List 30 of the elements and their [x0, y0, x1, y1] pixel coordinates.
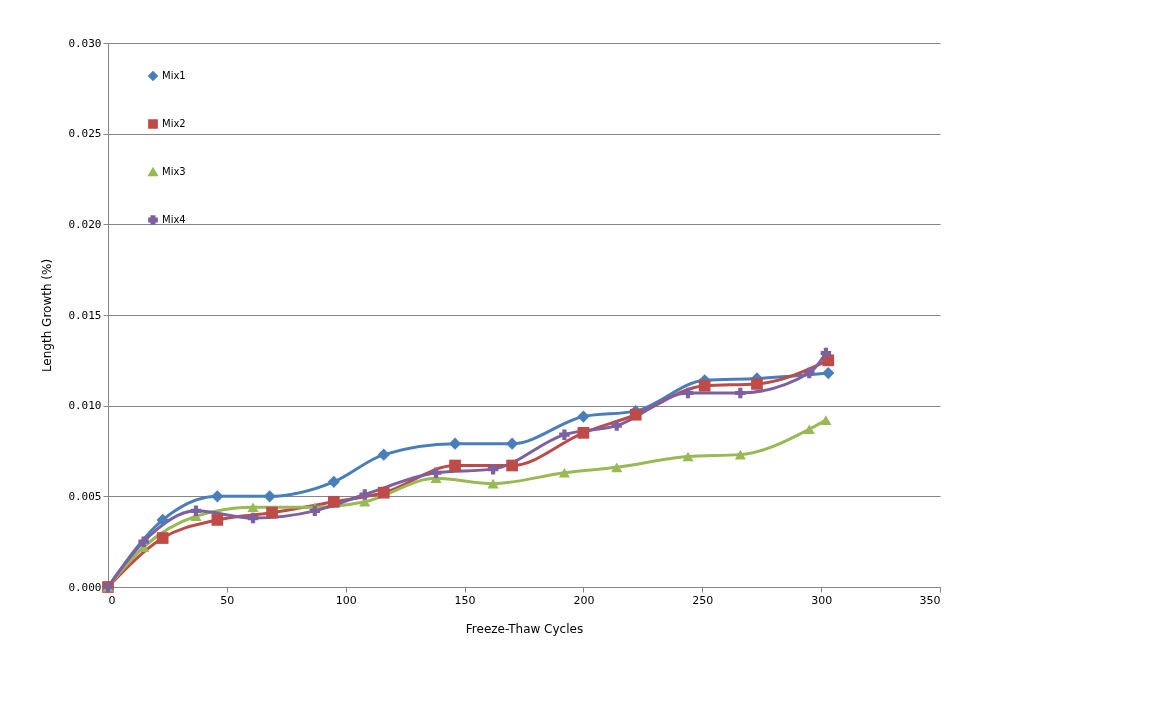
legend-label: Mix3: [162, 166, 186, 177]
point: [822, 366, 835, 380]
legend-label: Mix2: [162, 118, 186, 129]
x-tick-label: 200: [573, 593, 595, 607]
point: [377, 486, 390, 499]
legend-label: Mix4: [162, 214, 186, 225]
point: [377, 448, 390, 461]
y-axis-title: Length Growth (%): [40, 258, 55, 373]
x-tick-label: 300: [811, 593, 833, 607]
x-tick-label: 150: [454, 593, 476, 607]
y-tick-label: 0.010: [68, 399, 102, 413]
point: [505, 437, 519, 450]
y-tick-label: 0.020: [68, 217, 102, 231]
legend-label: Mix1: [162, 70, 186, 81]
point: [156, 513, 169, 527]
y-tick-label: 0.005: [68, 489, 102, 503]
x-tick-label: 250: [692, 593, 714, 607]
point: [327, 475, 340, 488]
x-tick-label: 50: [220, 593, 235, 607]
x-tick-label: 0: [108, 593, 116, 607]
y-tick-label: 0.030: [68, 36, 102, 50]
x-axis-title: Freeze-Thaw Cycles: [465, 621, 584, 636]
x-tick-label: 350: [919, 593, 941, 607]
y-tick-label: 0.015: [68, 308, 102, 322]
point: [448, 437, 462, 450]
point: [698, 379, 711, 392]
y-tick-label: 0.000: [68, 580, 102, 594]
x-tick-label: 100: [335, 593, 357, 607]
point: [327, 495, 340, 508]
y-tick-label: 0.025: [68, 127, 102, 141]
